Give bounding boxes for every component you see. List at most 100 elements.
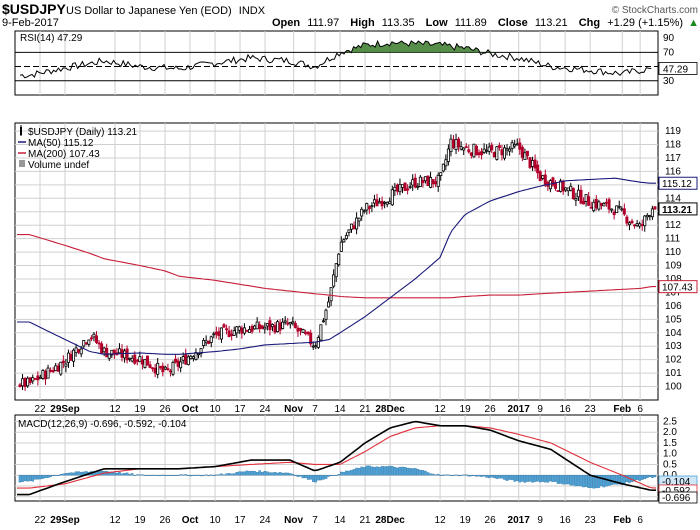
candle-body bbox=[625, 216, 629, 224]
open-value: 111.97 bbox=[307, 17, 339, 29]
x-tick-label: 22 bbox=[34, 515, 46, 526]
candle-body bbox=[77, 349, 81, 353]
candle bbox=[385, 201, 389, 208]
candle-body bbox=[426, 175, 430, 187]
candle-body bbox=[82, 340, 86, 347]
macd-histogram-bar bbox=[436, 473, 440, 476]
macd-histogram-bar bbox=[34, 475, 37, 480]
macd-histogram-bar bbox=[46, 475, 50, 478]
macd-histogram-bar bbox=[475, 475, 478, 477]
close-last-value-box bbox=[658, 202, 698, 216]
macd-histogram-bar bbox=[416, 469, 420, 476]
candle-body bbox=[508, 148, 512, 152]
macd-histogram-bar bbox=[199, 475, 203, 477]
macd-y-tick: 2.0 bbox=[663, 427, 677, 438]
x-tick-label: 7 bbox=[312, 404, 318, 415]
macd-histogram-bar bbox=[151, 474, 154, 476]
candle-body bbox=[370, 205, 374, 208]
candle-body bbox=[446, 148, 450, 162]
candle-body bbox=[597, 201, 601, 210]
candle-body bbox=[375, 199, 379, 207]
candle bbox=[148, 361, 152, 369]
macd-histogram-bar bbox=[309, 475, 312, 480]
candle bbox=[630, 218, 634, 225]
candle-body bbox=[349, 223, 353, 230]
x-tick-label: 29Sep bbox=[50, 515, 79, 526]
candle-body bbox=[523, 152, 527, 160]
candle bbox=[349, 223, 353, 233]
candle bbox=[536, 160, 540, 179]
macd-histogram-bar bbox=[424, 470, 427, 476]
x-tick-label: 16 bbox=[560, 404, 572, 415]
candle-body bbox=[184, 354, 188, 365]
macd-histogram-bar bbox=[544, 475, 547, 483]
macd-histogram-bar bbox=[383, 466, 386, 476]
candle bbox=[633, 224, 637, 229]
candle-body bbox=[393, 186, 397, 192]
candle-body bbox=[230, 333, 234, 336]
candle-body bbox=[74, 347, 78, 354]
macd-histogram-bar bbox=[487, 475, 491, 479]
symbol-description: US Dollar to Japanese Yen (EOD) INDX bbox=[66, 5, 266, 17]
macd-histogram-bar bbox=[640, 475, 644, 480]
candle-body bbox=[492, 152, 496, 158]
macd-histogram-bar bbox=[350, 469, 353, 476]
macd-histogram-bar bbox=[296, 475, 300, 477]
candle-body bbox=[253, 325, 257, 330]
candle bbox=[61, 355, 65, 369]
candle-body bbox=[26, 377, 30, 387]
macd-histogram-bar bbox=[230, 473, 233, 476]
macd-histogram-bar bbox=[181, 474, 185, 476]
macd-histogram-bar bbox=[589, 475, 593, 488]
macd-histogram-bar bbox=[444, 474, 448, 476]
macd-histogram-bar bbox=[156, 474, 159, 476]
x-tick-label: 19 bbox=[134, 515, 146, 526]
macd-histogram-bar bbox=[64, 473, 68, 476]
candle bbox=[291, 316, 295, 326]
candle-body bbox=[383, 201, 387, 204]
candle-body bbox=[291, 321, 295, 324]
candle bbox=[265, 322, 269, 331]
candle bbox=[151, 367, 155, 372]
x-tick-label: 21 bbox=[360, 404, 372, 415]
x-tick-label: 7 bbox=[312, 515, 318, 526]
candle-body bbox=[457, 138, 461, 148]
candle-body bbox=[429, 177, 433, 188]
macd-histogram-bar bbox=[582, 475, 585, 488]
candle bbox=[64, 358, 68, 373]
price-y-tick: 111 bbox=[665, 234, 681, 245]
candle bbox=[217, 327, 221, 340]
candle-body bbox=[633, 224, 637, 227]
macd-histogram-bar bbox=[250, 470, 254, 476]
macd-histogram-bar bbox=[225, 473, 228, 476]
candle-body bbox=[482, 148, 486, 154]
macd-histogram-bar bbox=[337, 474, 340, 476]
candle-body bbox=[513, 144, 517, 147]
x-tick-label: Feb bbox=[613, 404, 631, 415]
macd-histogram-bar bbox=[138, 474, 142, 476]
macd-histogram-bar bbox=[332, 475, 335, 476]
x-tick-label: 19 bbox=[460, 404, 472, 415]
candle bbox=[400, 184, 404, 194]
candle bbox=[123, 348, 127, 363]
candle bbox=[594, 195, 598, 211]
candle-body bbox=[543, 174, 547, 185]
price-y-tick: 109 bbox=[665, 261, 682, 272]
macd-histogram-bar bbox=[227, 473, 231, 476]
macd-histogram-bar bbox=[311, 475, 315, 482]
candle bbox=[398, 178, 402, 196]
macd-histogram-bar bbox=[434, 474, 437, 476]
candle-body bbox=[168, 370, 172, 373]
macd-line bbox=[17, 420, 656, 496]
candle-body bbox=[100, 343, 104, 354]
candle bbox=[559, 178, 563, 193]
high-label: High bbox=[350, 17, 375, 29]
candle-body bbox=[204, 340, 208, 344]
candle bbox=[339, 236, 343, 252]
candle-body bbox=[217, 331, 221, 337]
macd-histogram-bar bbox=[329, 475, 333, 476]
x-tick-label: 26 bbox=[159, 404, 171, 415]
candle-body bbox=[128, 357, 132, 360]
